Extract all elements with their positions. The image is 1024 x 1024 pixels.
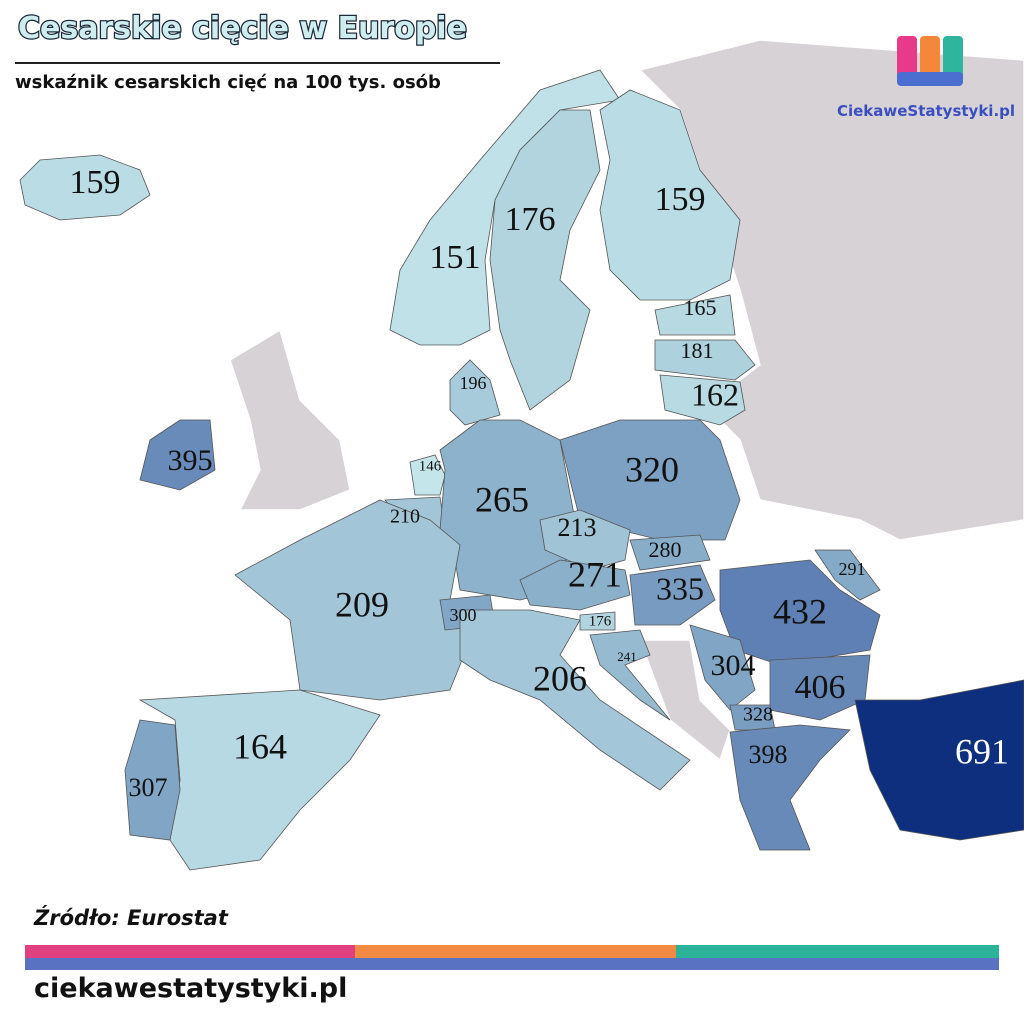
region xyxy=(124,719,181,841)
source: Źródło: Eurostat xyxy=(33,905,229,930)
region xyxy=(409,454,446,496)
subtitle: wskaźnik cesarskich cięć na 100 tys. osó… xyxy=(15,72,441,93)
region xyxy=(854,679,1024,841)
region xyxy=(654,294,736,336)
region-value: 159 xyxy=(70,164,121,201)
region xyxy=(654,339,756,381)
great-britain xyxy=(229,328,351,511)
region-value: 176 xyxy=(589,613,612,629)
region-value: 151 xyxy=(430,239,481,276)
region xyxy=(579,611,616,631)
region xyxy=(689,624,756,711)
bar-orange xyxy=(355,945,676,958)
bar-teal xyxy=(676,945,999,958)
labels: 159 151 176 159 165 181 162 196 395 146 210 265 320 2… xyxy=(70,164,1010,802)
region-value: 304 xyxy=(711,649,756,682)
region xyxy=(539,509,631,571)
region-value: 406 xyxy=(795,669,846,706)
region xyxy=(459,609,691,791)
region-value: 241 xyxy=(617,649,637,664)
region xyxy=(814,549,881,601)
region xyxy=(629,564,716,626)
region-value: 181 xyxy=(681,338,714,363)
region-value: 159 xyxy=(655,181,706,218)
region xyxy=(489,109,601,411)
region-value: 307 xyxy=(129,773,168,802)
region-value: 210 xyxy=(390,506,420,528)
region-value: 280 xyxy=(649,537,682,562)
region-value: 164 xyxy=(233,726,287,766)
region-value: 176 xyxy=(505,201,556,238)
region-value: 395 xyxy=(168,444,213,477)
region-value: 206 xyxy=(533,658,587,698)
region-value: 398 xyxy=(749,740,788,769)
region-value: 162 xyxy=(691,376,739,412)
title: Cesarskie cięcie w Europie xyxy=(18,11,467,46)
logo-text: CiekaweStatystyki.pl xyxy=(837,102,1015,120)
region-value: 291 xyxy=(839,559,866,579)
region-value: 320 xyxy=(625,449,679,489)
region xyxy=(659,374,746,426)
region xyxy=(138,689,381,871)
bar-blue xyxy=(25,958,999,970)
region-value: 432 xyxy=(773,591,827,631)
region xyxy=(19,154,151,221)
region xyxy=(729,724,851,851)
region-value: 213 xyxy=(558,513,597,542)
region-value: 335 xyxy=(656,570,704,606)
region xyxy=(599,89,741,301)
region xyxy=(629,534,711,571)
region xyxy=(719,559,881,666)
region-value: 328 xyxy=(743,704,773,726)
region xyxy=(519,559,631,611)
region xyxy=(234,499,471,701)
region-value: 165 xyxy=(684,295,717,320)
bar-pink xyxy=(25,945,355,958)
footer-url: ciekawestatystyki.pl xyxy=(34,973,347,1004)
region-value: 300 xyxy=(450,605,477,625)
region-value: 265 xyxy=(475,479,529,519)
region xyxy=(769,654,871,721)
region-value: 196 xyxy=(460,373,487,393)
region-value: 271 xyxy=(568,554,622,594)
region xyxy=(139,419,216,491)
region xyxy=(589,629,671,721)
region xyxy=(449,359,501,426)
region-value: 146 xyxy=(419,458,442,474)
regions xyxy=(19,69,1024,871)
region-value: 209 xyxy=(335,584,389,624)
region-value: 691 xyxy=(955,731,1009,771)
logo-icon xyxy=(897,36,963,86)
